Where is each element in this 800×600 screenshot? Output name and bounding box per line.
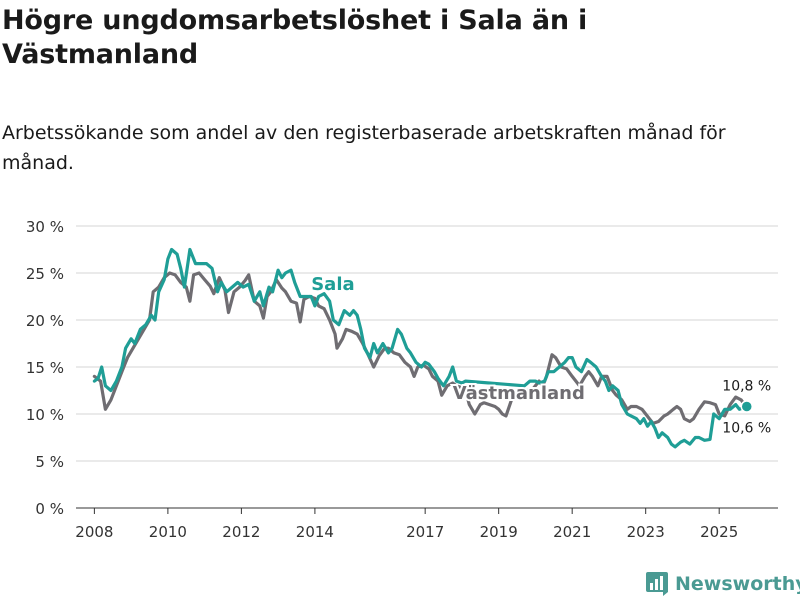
labels: Västmanland 10,6 % Sala 10,8 % (309, 272, 773, 438)
y-tick-label: 15 % (26, 359, 64, 377)
chart-subtitle: Arbetssökande som andel av den registerb… (2, 122, 726, 174)
x-tick-label: 2014 (296, 523, 334, 541)
x-tick-label: 2012 (222, 523, 260, 541)
bar-chart-logo-icon (646, 572, 668, 596)
series-lines (92, 247, 749, 449)
end-value-label-västmanland: 10,6 % (722, 420, 771, 436)
y-tick-label: 30 % (26, 218, 64, 236)
x-tick-label: 2010 (149, 523, 187, 541)
brand-logo: Newsworthy (645, 570, 800, 598)
series-line-västmanland (92, 271, 749, 425)
series-label-västmanland: Västmanland (453, 383, 585, 404)
brand-name: Newsworthy (675, 573, 800, 595)
y-tick-label: 10 % (26, 406, 64, 424)
x-tick-label: 2021 (553, 523, 591, 541)
y-tick-label: 5 % (35, 453, 64, 471)
x-tick-label: 2019 (480, 523, 518, 541)
end-point-marker (740, 400, 754, 413)
chart-title: Högre ungdomsarbetslöshet i Sala än i Vä… (2, 5, 588, 70)
y-tick-label: 0 % (35, 500, 64, 518)
series-label-sala: Sala (311, 274, 354, 295)
series-line-sala (92, 247, 749, 449)
x-tick-label: 2008 (75, 523, 113, 541)
x-tick-label: 2025 (700, 523, 738, 541)
end-value-label-sala: 10,8 % (722, 378, 771, 394)
y-tick-label: 25 % (26, 265, 64, 283)
x-tick-label: 2017 (406, 523, 444, 541)
y-tick-label: 20 % (26, 312, 64, 330)
x-tick-label: 2023 (627, 523, 665, 541)
axes: 0 % 5 % 10 % 15 % 20 % 25 % 30 % 2008 2010 2012 20… (26, 218, 778, 541)
gridlines (76, 225, 778, 462)
